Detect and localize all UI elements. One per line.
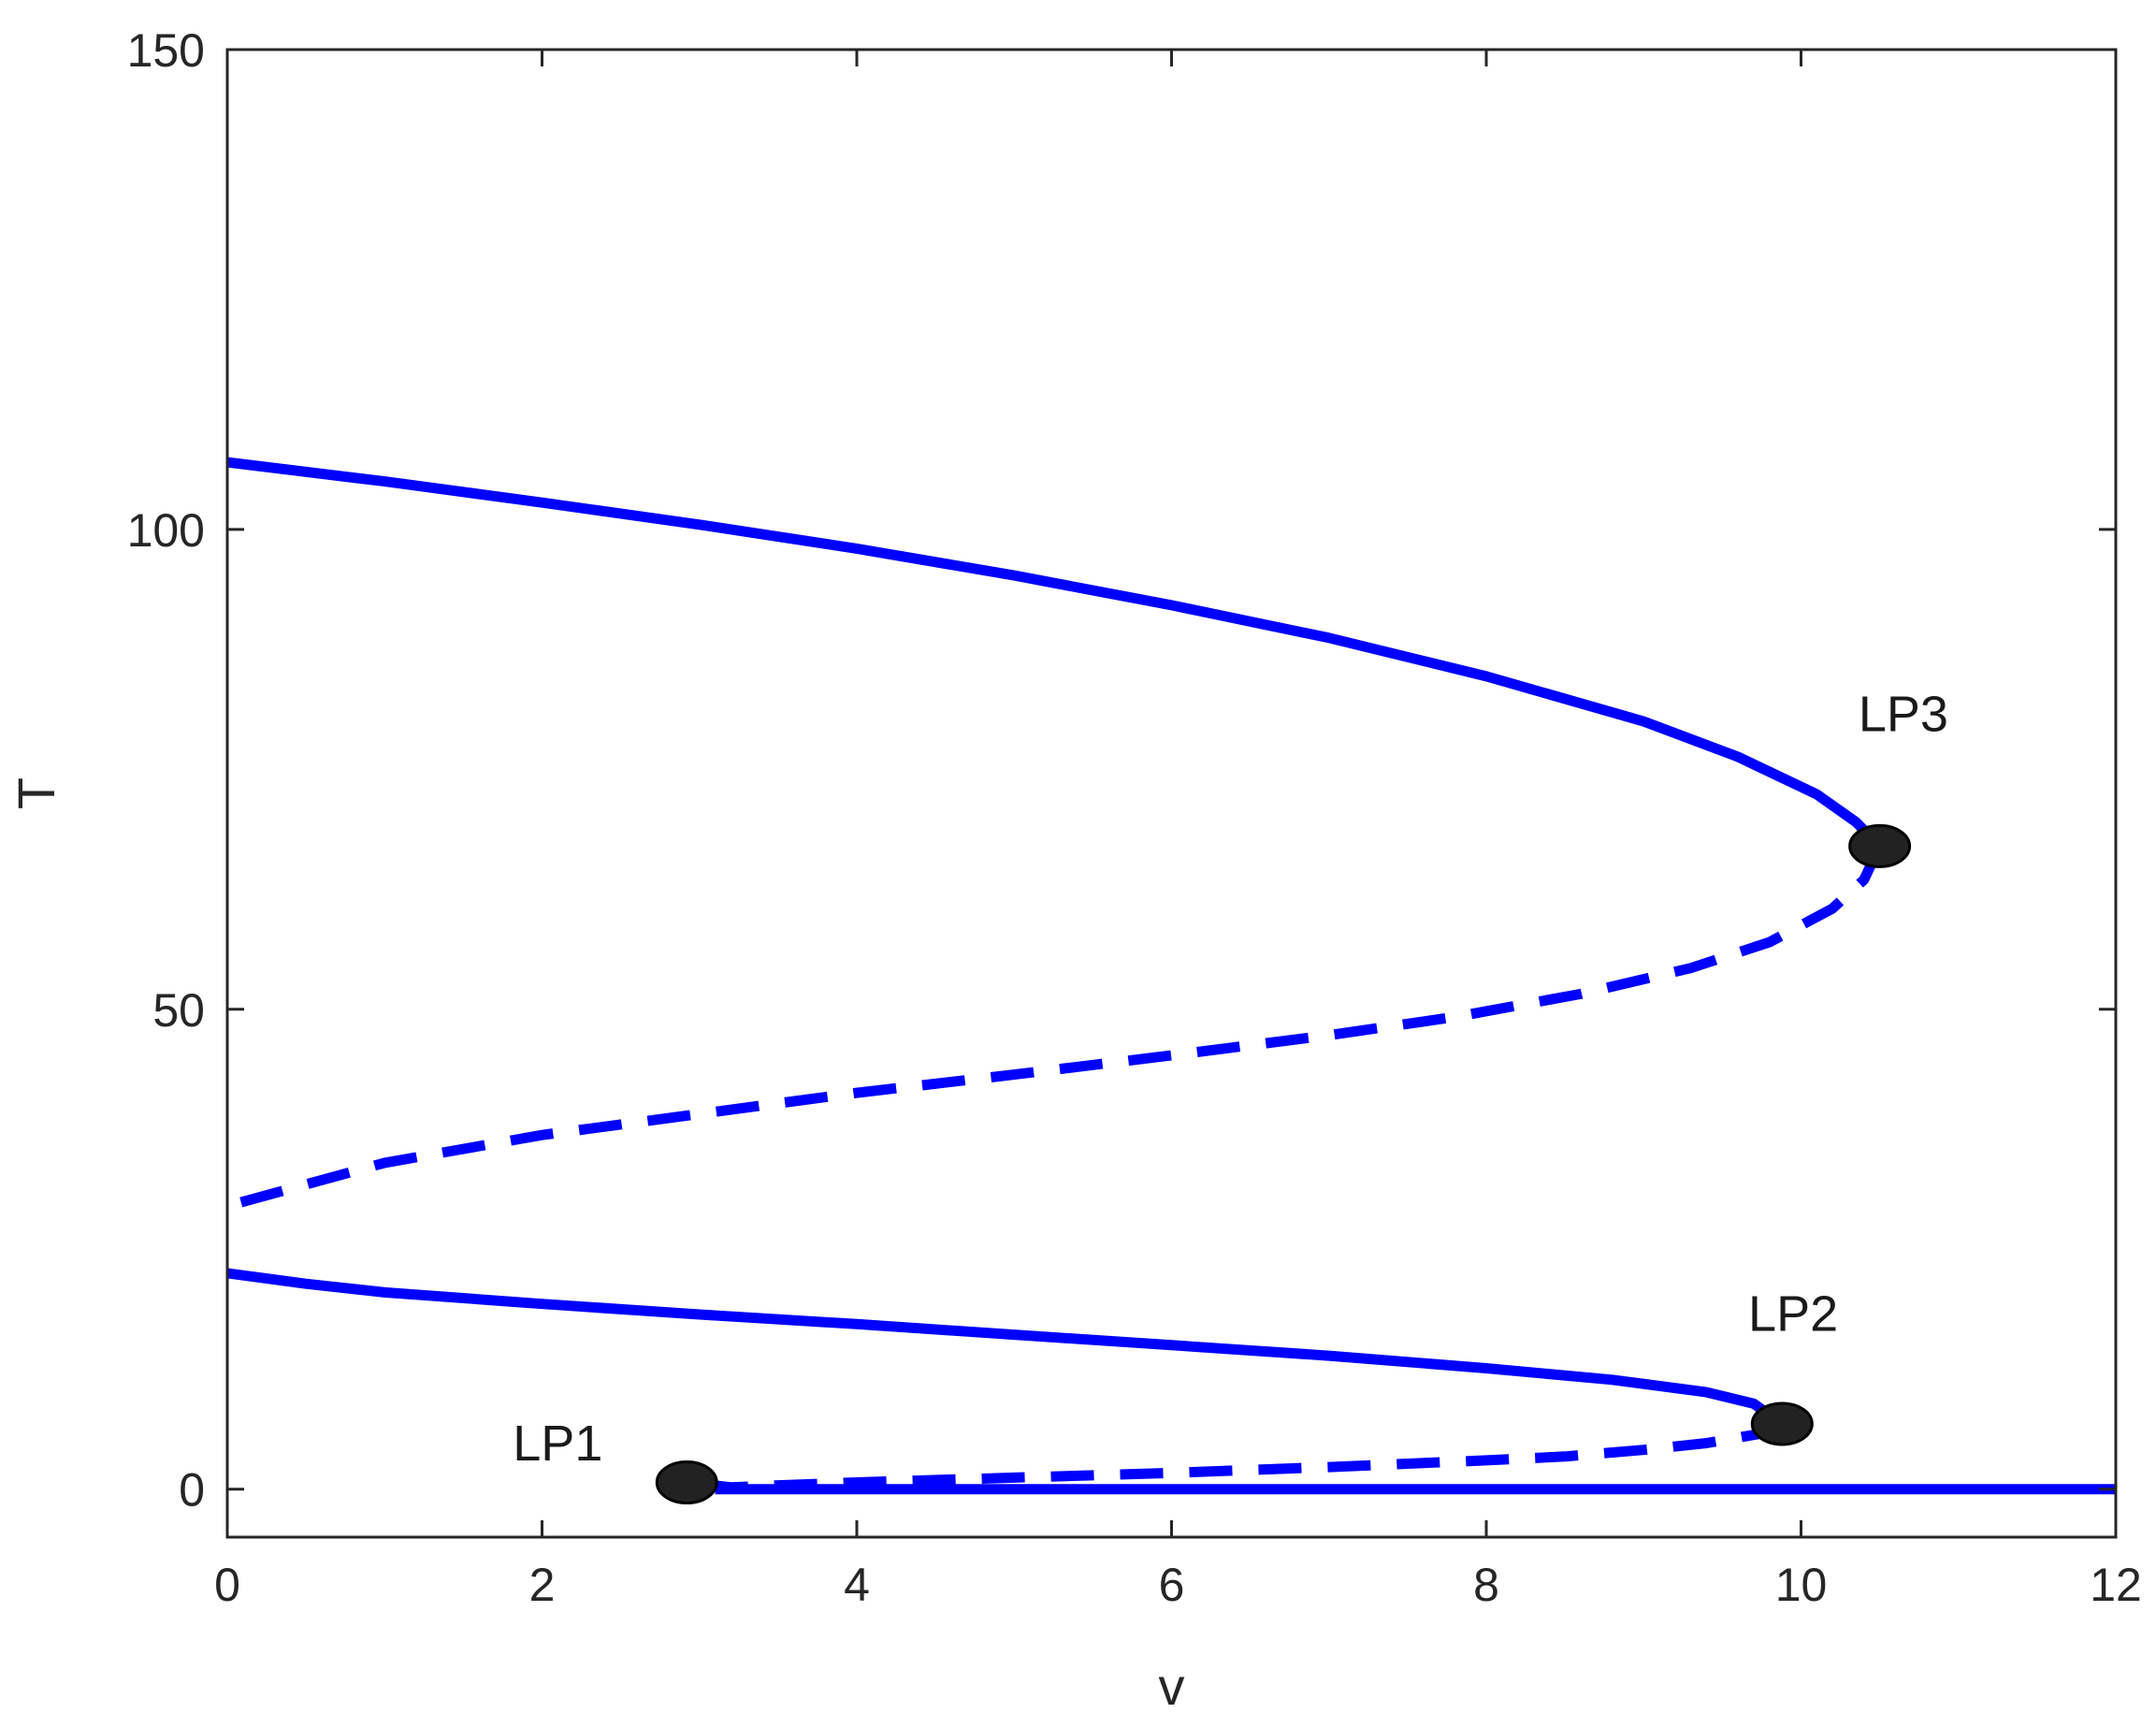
- y-axis-label: T: [7, 777, 65, 809]
- y-tick-label: 100: [127, 504, 205, 557]
- x-tick-label: 4: [844, 1559, 870, 1611]
- lp3-marker: [1848, 823, 1912, 868]
- x-tick-label: 10: [1775, 1559, 1828, 1611]
- x-tick-label: 6: [1159, 1559, 1185, 1611]
- series-layer: [225, 457, 2116, 1495]
- x-tick-label: 12: [2090, 1559, 2142, 1611]
- lp3-label: LP3: [1859, 686, 1948, 742]
- lp1-label: LP1: [513, 1416, 602, 1472]
- series-line-3-solid: [226, 1268, 1786, 1429]
- ticks-layer: 0 2 4 6 8 10 12 0 50 100 150: [127, 24, 2142, 1611]
- plot-area: [227, 50, 2116, 1537]
- lp1-marker: [655, 1460, 718, 1505]
- points-layer: LP1 LP2 LP3: [513, 686, 1948, 1505]
- series-line-2-dashed: [225, 844, 1885, 1212]
- lp2-label: LP2: [1748, 1285, 1838, 1342]
- x-tick-label: 8: [1473, 1559, 1499, 1611]
- y-tick-label: 150: [127, 24, 205, 77]
- lp2-marker: [1750, 1401, 1814, 1446]
- x-tick-label: 2: [529, 1559, 556, 1611]
- x-axis-label: v: [1159, 1657, 1185, 1716]
- y-tick-label: 50: [152, 984, 205, 1037]
- series-line-1-solid: [226, 457, 1884, 850]
- x-tick-label: 0: [214, 1559, 240, 1611]
- y-tick-label: 0: [179, 1464, 205, 1517]
